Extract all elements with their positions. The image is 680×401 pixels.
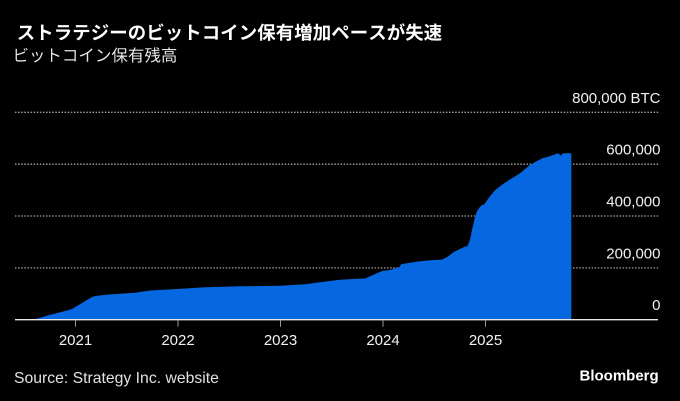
- svg-text:Bloomberg: Bloomberg: [580, 367, 659, 384]
- svg-text:400,000: 400,000: [606, 194, 660, 211]
- svg-text:800,000 BTC: 800,000 BTC: [572, 90, 661, 107]
- svg-text:2021: 2021: [59, 332, 92, 349]
- svg-text:2025: 2025: [469, 332, 502, 349]
- svg-text:200,000: 200,000: [606, 245, 660, 262]
- svg-text:Source: Strategy Inc. website: Source: Strategy Inc. website: [14, 370, 219, 387]
- svg-text:2022: 2022: [161, 332, 194, 349]
- svg-text:2023: 2023: [264, 332, 297, 349]
- svg-text:600,000: 600,000: [606, 142, 660, 159]
- svg-text:0: 0: [652, 297, 660, 314]
- svg-text:2024: 2024: [366, 332, 399, 349]
